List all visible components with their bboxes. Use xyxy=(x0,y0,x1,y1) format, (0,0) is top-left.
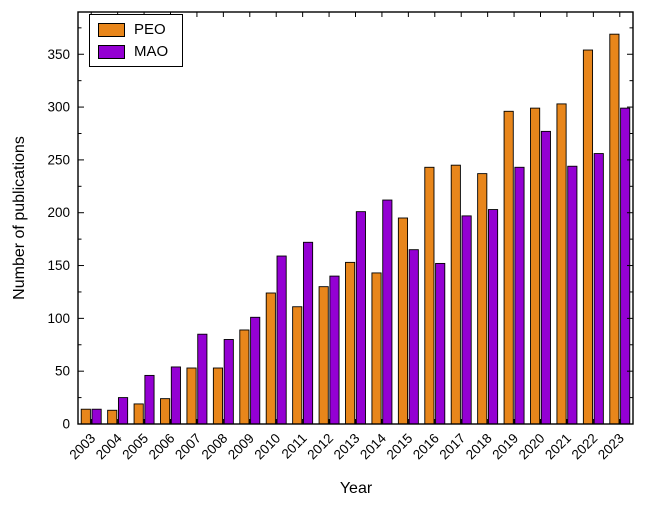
y-tick-label: 150 xyxy=(47,258,70,273)
x-tick-label: 2007 xyxy=(172,431,204,463)
bar-mao-2010 xyxy=(276,255,287,425)
legend-label-mao: MAO xyxy=(134,43,169,60)
bar-mao-2015 xyxy=(408,249,419,425)
bar-peo-2005 xyxy=(133,403,144,425)
y-tick-label: 0 xyxy=(62,417,70,432)
x-tick-label: 2006 xyxy=(146,431,178,463)
bar-peo-2017 xyxy=(450,164,461,425)
peo-swatch xyxy=(98,22,125,37)
x-tick-label: 2009 xyxy=(225,431,257,463)
x-tick-label: 2019 xyxy=(489,431,521,463)
x-tick-label: 2003 xyxy=(66,431,98,463)
y-tick-label: 50 xyxy=(55,364,70,379)
bar-mao-2003 xyxy=(91,408,102,425)
x-tick-label: 2014 xyxy=(357,430,389,462)
bar-mao-2006 xyxy=(170,366,181,425)
bar-peo-2006 xyxy=(160,398,171,425)
x-tick-label: 2005 xyxy=(119,431,151,463)
y-tick-label: 300 xyxy=(47,100,70,115)
x-tick-label: 2010 xyxy=(251,431,283,463)
legend-label-peo: PEO xyxy=(134,21,166,38)
bar-peo-2013 xyxy=(345,261,356,425)
mao-swatch xyxy=(98,44,125,59)
bar-peo-2023 xyxy=(609,33,620,425)
x-tick-label: 2015 xyxy=(384,431,416,463)
y-tick-label: 250 xyxy=(47,152,70,167)
bar-peo-2015 xyxy=(397,217,409,425)
x-tick-label: 2021 xyxy=(542,431,574,463)
bar-mao-2007 xyxy=(197,333,208,425)
bar-peo-2004 xyxy=(107,409,118,425)
bar-mao-2004 xyxy=(117,397,129,425)
bar-mao-2012 xyxy=(329,275,340,425)
y-axis-title: Number of publications xyxy=(11,136,28,300)
x-tick-label: 2020 xyxy=(516,431,548,463)
bar-mao-2019 xyxy=(514,166,525,425)
bar-peo-2021 xyxy=(556,103,567,425)
x-tick-label: 2013 xyxy=(331,431,363,463)
bar-peo-2012 xyxy=(318,286,329,425)
bar-mao-2017 xyxy=(461,215,472,425)
bar-peo-2018 xyxy=(477,173,488,425)
bar-peo-2008 xyxy=(212,367,224,425)
bar-mao-2022 xyxy=(593,153,604,425)
bar-peo-2009 xyxy=(239,329,250,425)
x-tick-label: 2004 xyxy=(93,430,125,462)
y-tick-label: 100 xyxy=(47,311,70,326)
bar-peo-2010 xyxy=(265,292,276,425)
bar-mao-2013 xyxy=(355,211,366,425)
legend-item-mao: MAO xyxy=(98,44,168,59)
x-tick-label: 2022 xyxy=(569,431,601,463)
legend: PEO MAO xyxy=(89,14,184,67)
y-tick-label: 200 xyxy=(47,205,70,220)
bar-peo-2011 xyxy=(292,306,303,425)
bar-mao-2023 xyxy=(620,107,631,425)
x-tick-label: 2011 xyxy=(279,431,310,462)
x-tick-label: 2012 xyxy=(304,431,336,463)
bar-mao-2011 xyxy=(302,241,314,425)
bar-peo-2020 xyxy=(530,107,541,425)
bar-peo-2014 xyxy=(371,272,382,425)
bar-peo-2016 xyxy=(424,166,435,425)
x-axis-title: Year xyxy=(339,480,373,497)
bar-peo-2022 xyxy=(582,49,594,425)
bar-peo-2007 xyxy=(186,367,197,425)
bar-peo-2003 xyxy=(80,408,91,425)
bar-mao-2016 xyxy=(435,262,446,425)
x-tick-label: 2018 xyxy=(463,431,495,463)
y-tick-label: 350 xyxy=(47,47,70,62)
legend-item-peo: PEO xyxy=(98,22,168,37)
bar-mao-2018 xyxy=(487,209,499,425)
bar-mao-2009 xyxy=(250,316,261,425)
bar-mao-2008 xyxy=(223,339,234,425)
x-tick-label: 2017 xyxy=(436,431,468,463)
x-tick-label: 2023 xyxy=(595,431,627,463)
bar-mao-2005 xyxy=(144,374,155,425)
bar-mao-2014 xyxy=(382,199,393,425)
x-tick-label: 2008 xyxy=(199,431,231,463)
bar-mao-2020 xyxy=(540,130,551,425)
bar-mao-2021 xyxy=(567,165,578,425)
bar-peo-2019 xyxy=(503,110,514,425)
x-tick-label: 2016 xyxy=(410,431,442,463)
